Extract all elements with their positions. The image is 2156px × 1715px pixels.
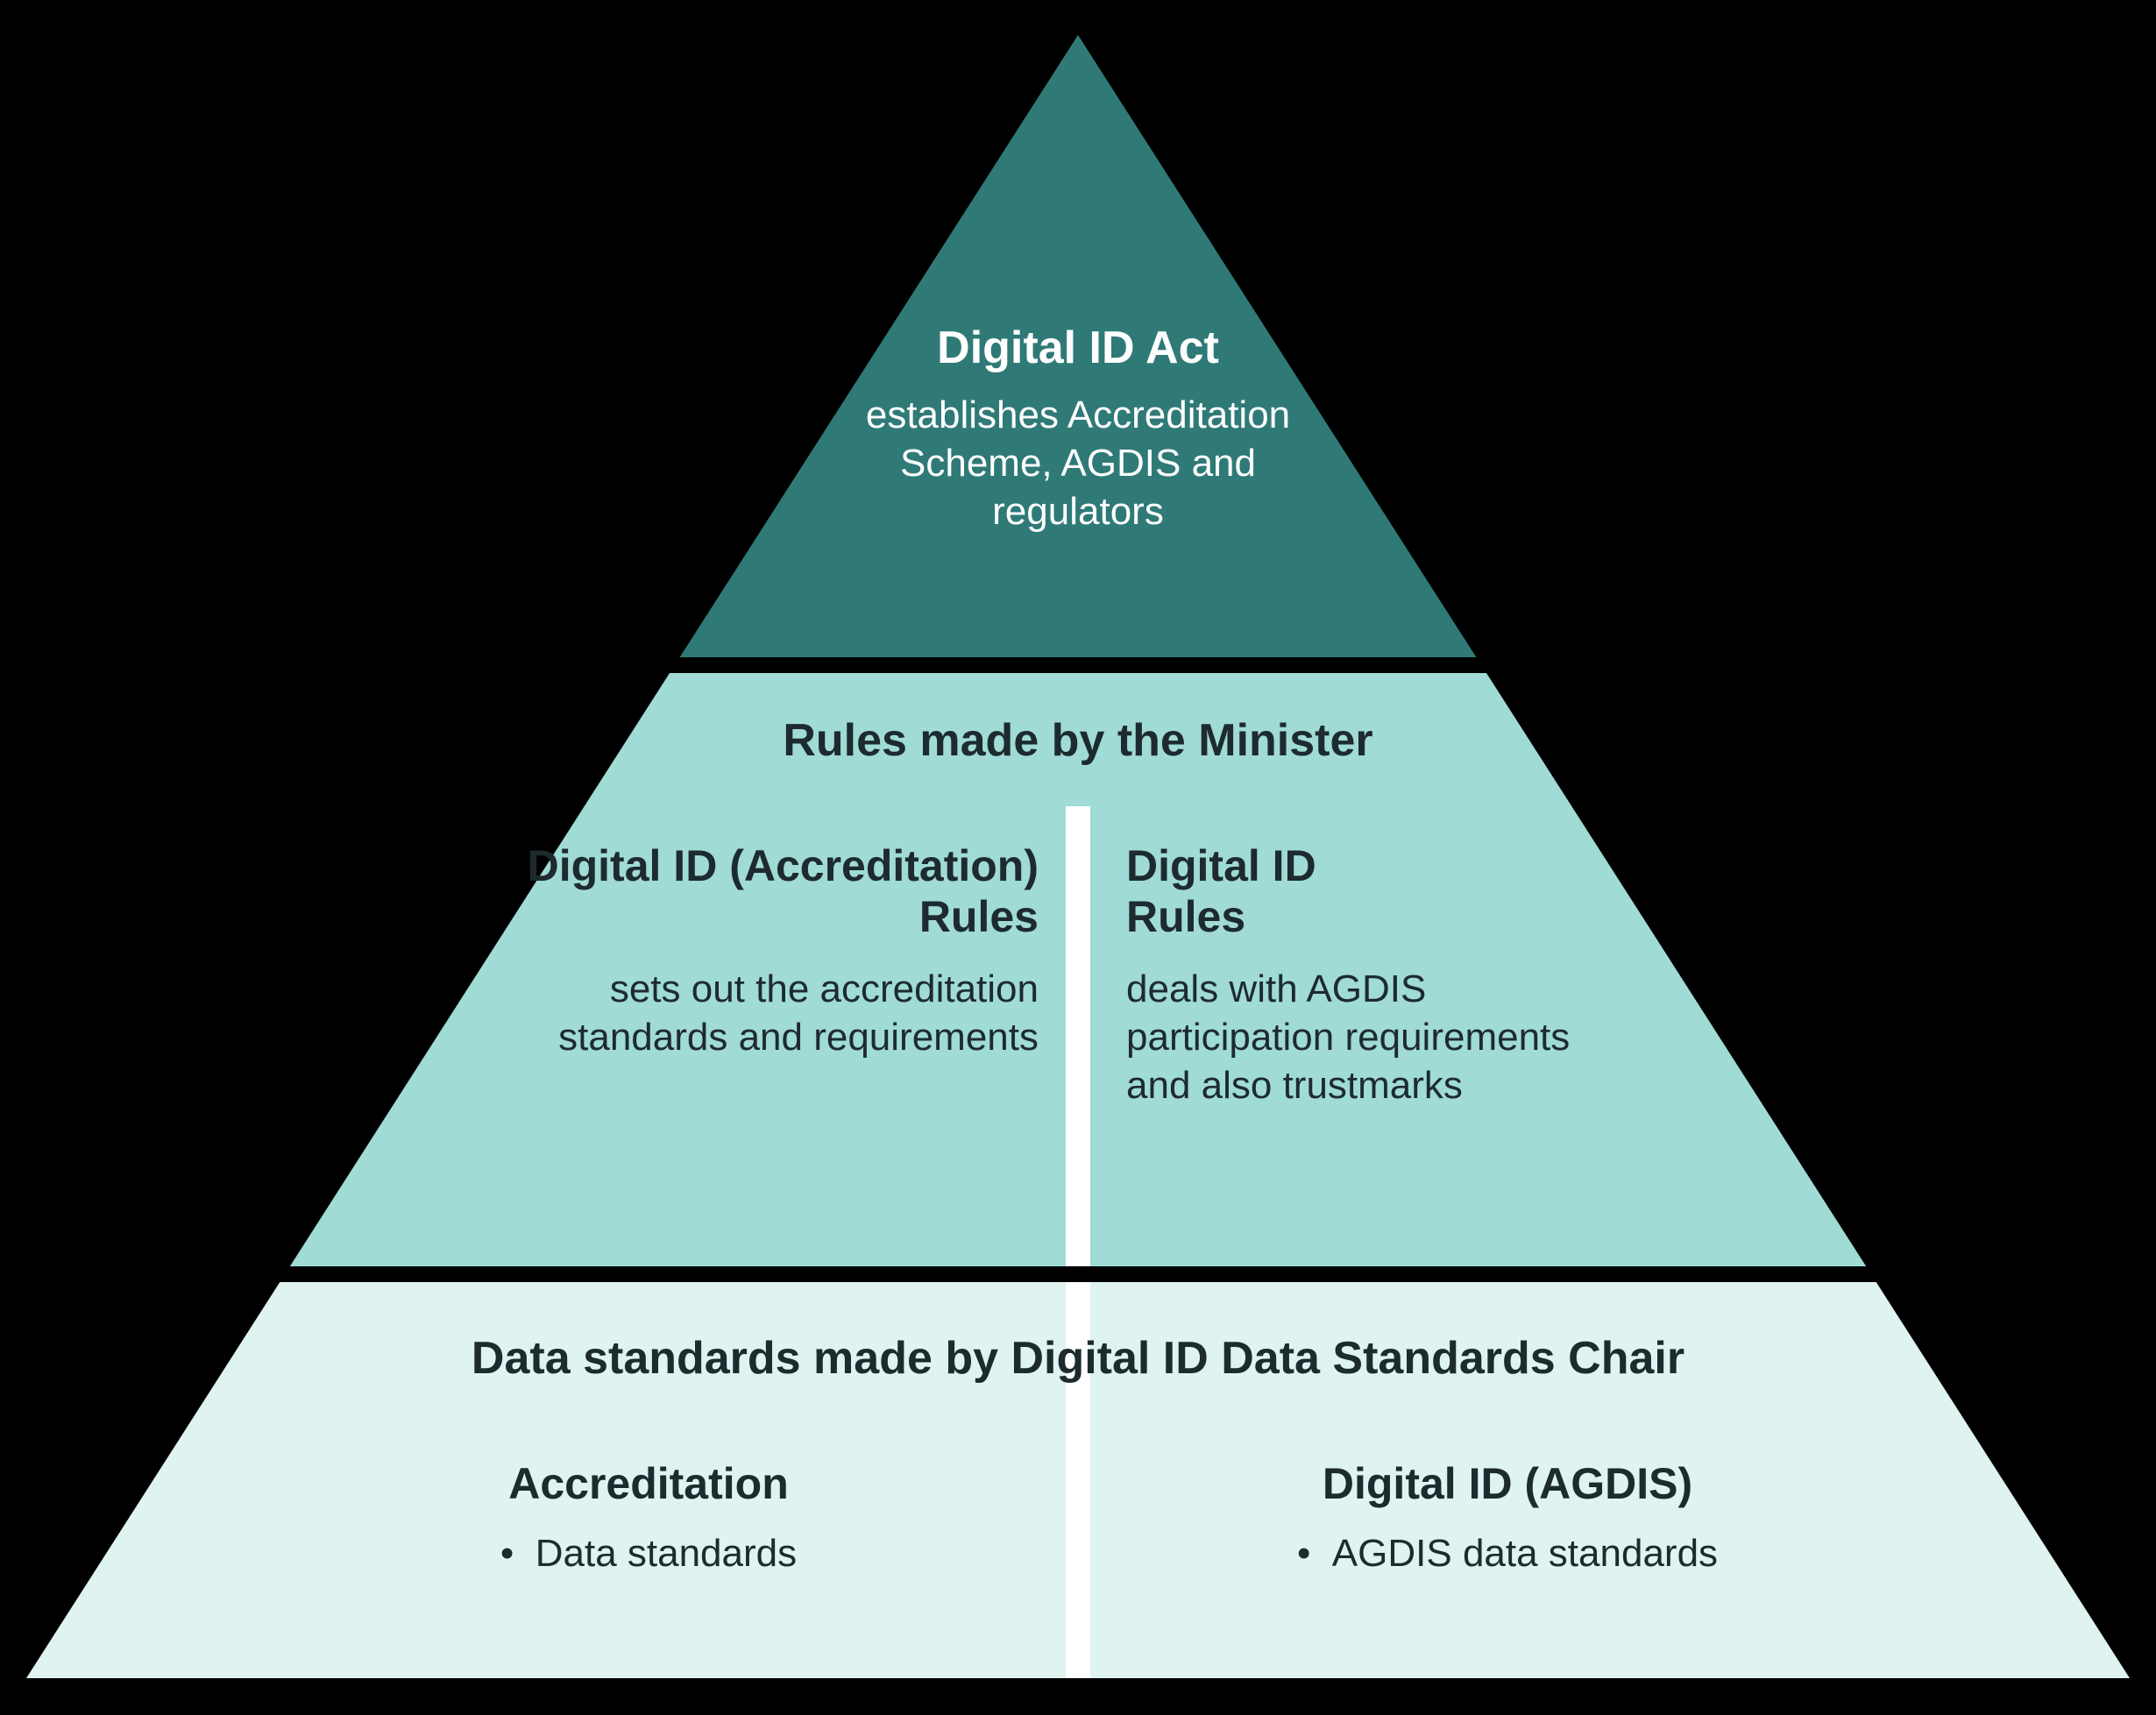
tier-top-body: establishes Accreditation Scheme, AGDIS … [815,391,1341,535]
tier-bottom-col-left-bullet: • Data standards [263,1529,1034,1577]
bullet-dot-icon: • [500,1532,514,1575]
tier-middle-header: Rules made by the Minister [552,714,1604,767]
tier-bottom-col-right-title: Digital ID (AGDIS) [1122,1459,1893,1510]
tier-middle-col-right-title-line1: Digital ID [1126,841,1316,890]
tier-top-title: Digital ID Act [815,322,1341,375]
middle-center-divider [1066,806,1090,1266]
tier-bottom-col-left-title: Accreditation [263,1459,1034,1510]
tier-bottom-col-left: Accreditation • Data standards [263,1459,1034,1577]
tier-middle-col-right-title-line2: Rules [1126,892,1245,941]
tier-middle-col-left-body: sets out the accreditation standards and… [521,965,1039,1061]
tier-middle-col-right: Digital ID Rules deals with AGDIS partic… [1126,841,1617,1109]
tier-bottom-col-right-bullet-text: AGDIS data standards [1332,1532,1718,1575]
tier-middle-col-right-body: deals with AGDIS participation requireme… [1126,965,1617,1109]
tier-middle-col-left: Digital ID (Accreditation) Rules sets ou… [521,841,1039,1061]
tier-bottom-col-right: Digital ID (AGDIS) • AGDIS data standard… [1122,1459,1893,1577]
tier-middle-col-left-title: Digital ID (Accreditation) Rules [521,841,1039,942]
tier-bottom-header: Data standards made by Digital ID Data S… [289,1332,1867,1385]
tier-bottom-col-left-bullet-text: Data standards [535,1532,797,1575]
tier-middle-col-right-title: Digital ID Rules [1126,841,1617,942]
tier-bottom-col-right-bullet: • AGDIS data standards [1122,1529,1893,1577]
tier-top-content: Digital ID Act establishes Accreditation… [815,322,1341,535]
pyramid-diagram: Digital ID Act establishes Accreditation… [0,0,2156,1715]
pyramid-svg [0,0,2156,1715]
bullet-dot-icon: • [1297,1532,1310,1575]
